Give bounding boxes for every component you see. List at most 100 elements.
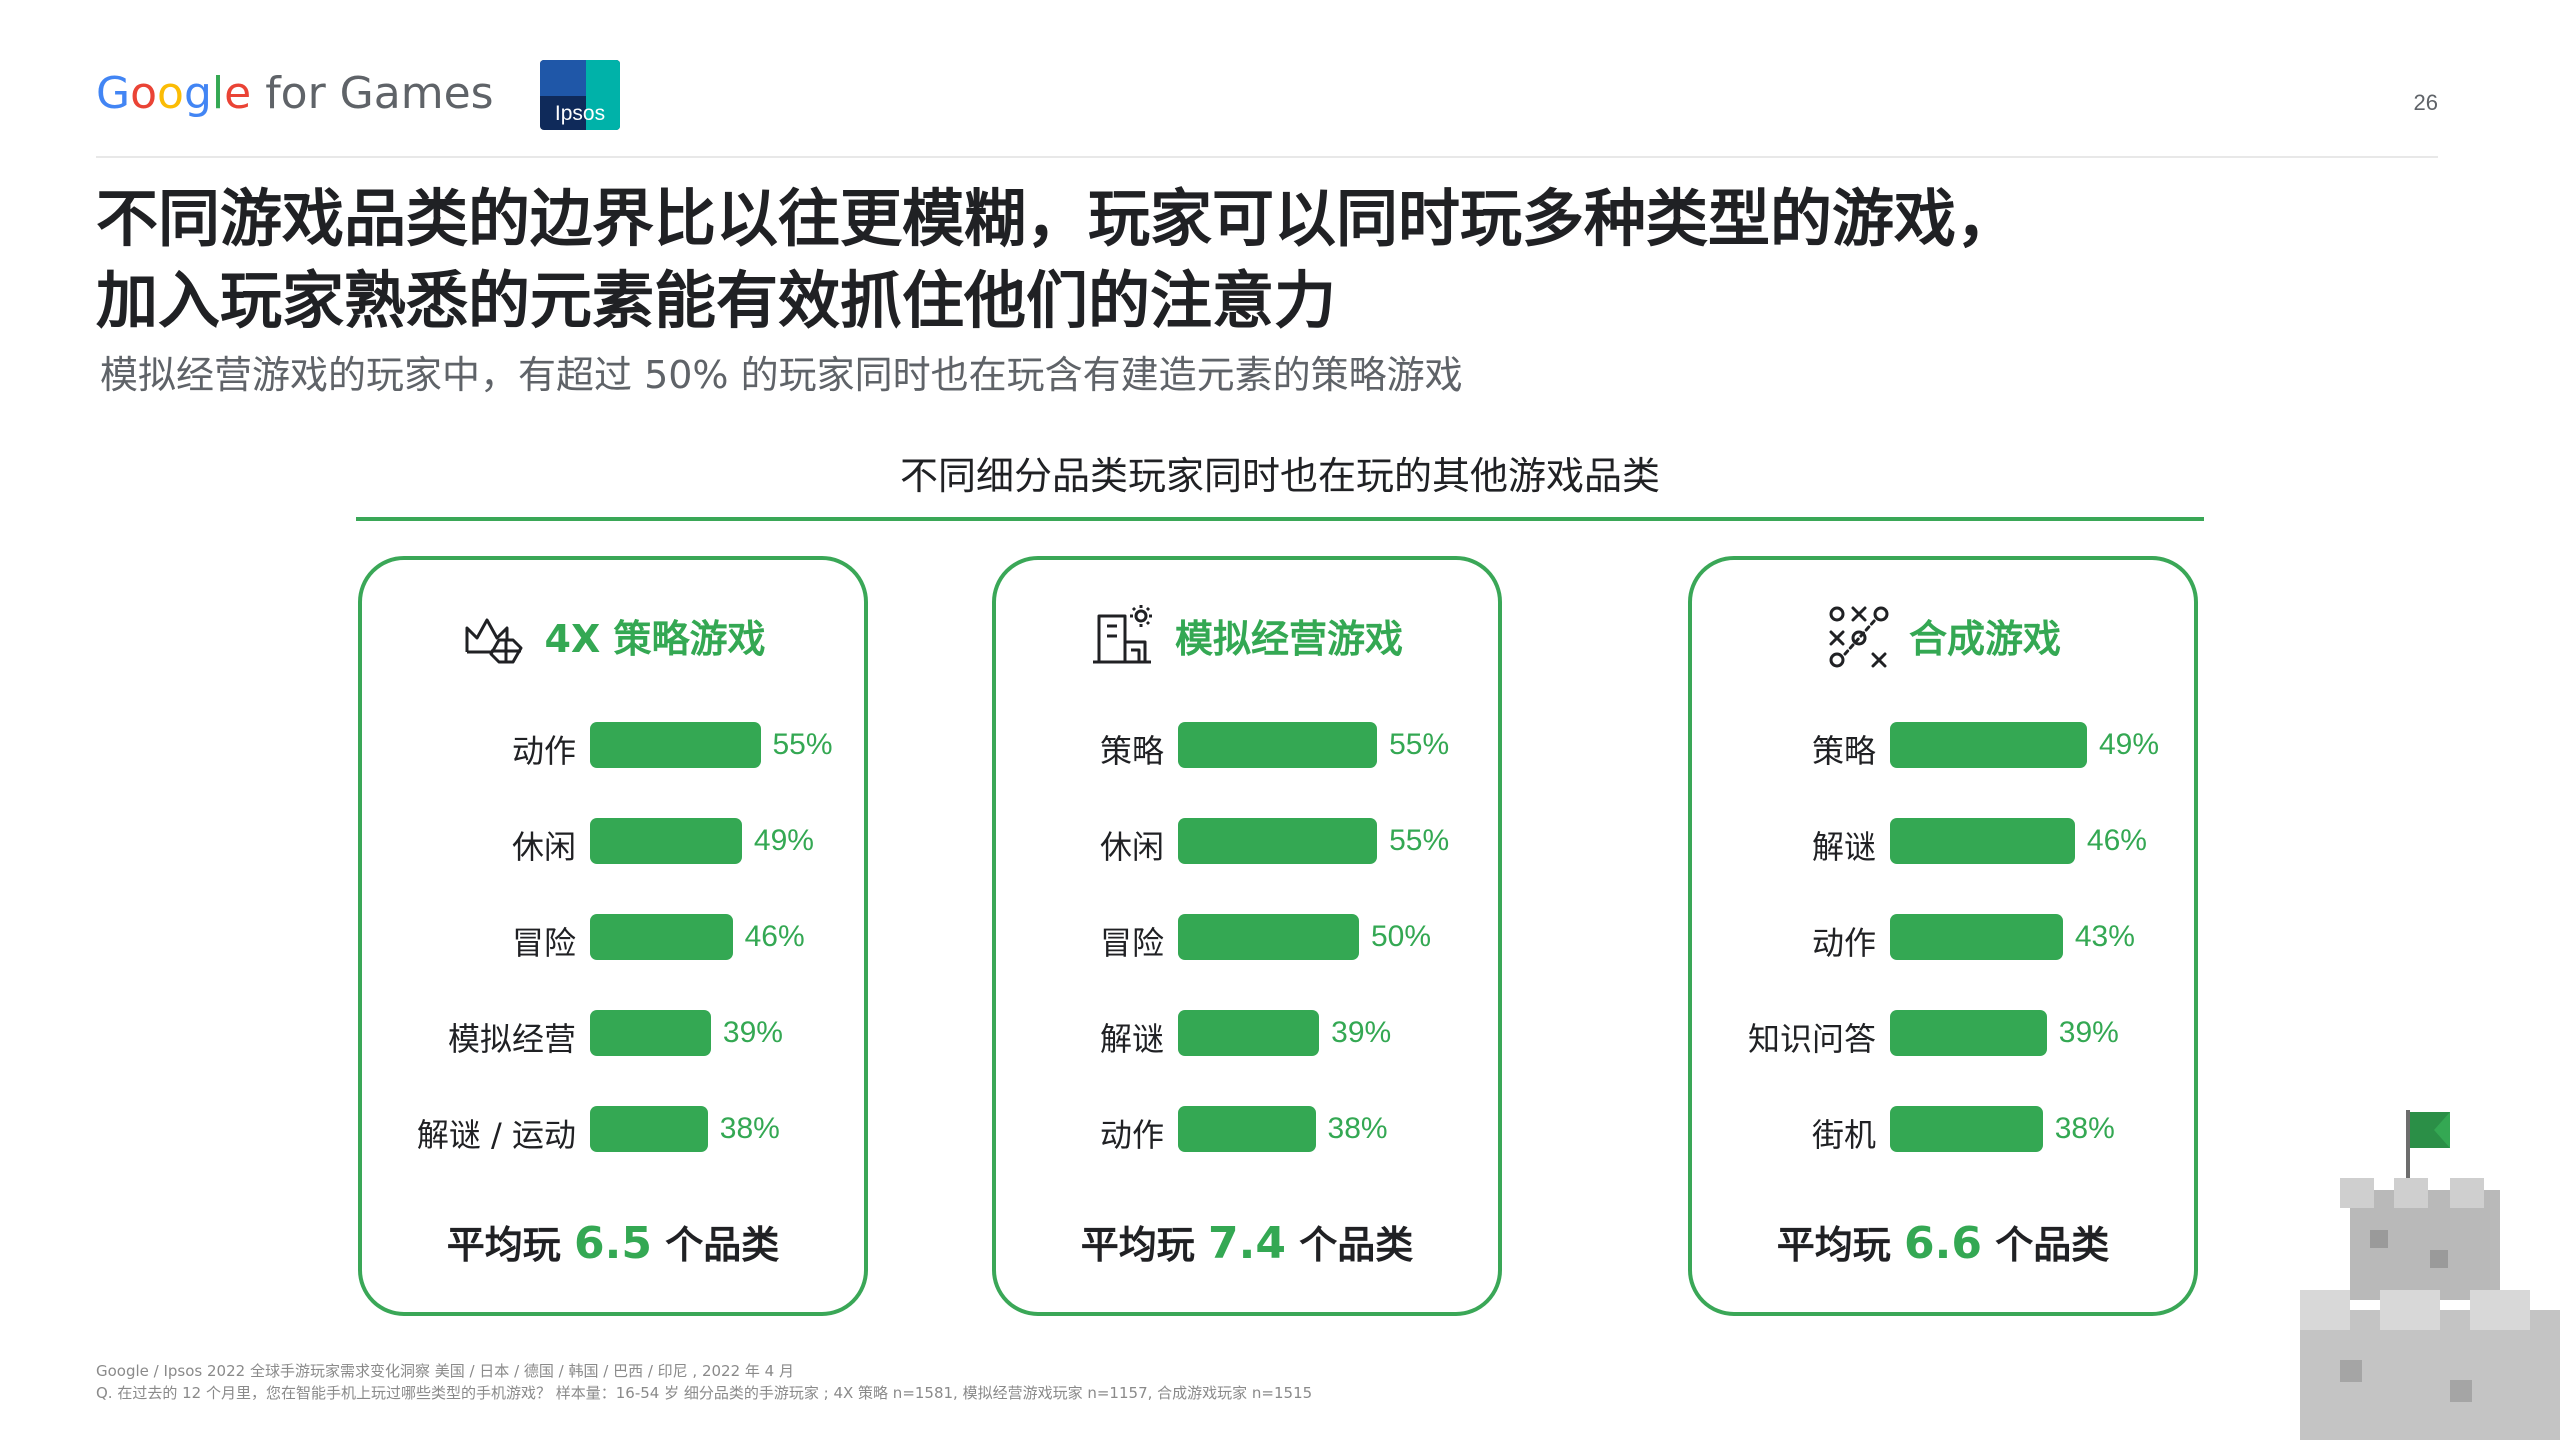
card-title: 模拟经营游戏: [1174, 616, 1403, 661]
bar-row: 街机 38%: [1692, 1104, 2194, 1154]
logo-letter: g: [183, 68, 212, 119]
strategy-4x-icon: [465, 618, 523, 664]
bar-value-label: 46%: [2086, 824, 2147, 857]
bar-category-label: 策略: [1099, 732, 1164, 770]
bar-row: 动作 43%: [1692, 912, 2194, 962]
bar: [1178, 722, 1378, 768]
bar-category-label: 动作: [511, 732, 576, 770]
average-value: 7.4: [1208, 1218, 1286, 1269]
source-footnote: Google / Ipsos 2022 全球手游玩家需求变化洞察 美国 / 日本…: [96, 1360, 1312, 1404]
card-title: 4X 策略游戏: [544, 616, 766, 661]
bar: [1178, 914, 1359, 960]
bar-row: 动作 55%: [362, 720, 864, 770]
bar-value-label: 39%: [2058, 1016, 2119, 1049]
average-suffix: 个品类: [651, 1223, 780, 1267]
bar-category-label: 街机: [1811, 1116, 1876, 1154]
building-sim-icon: [1092, 605, 1152, 664]
bar-value-label: 55%: [1389, 728, 1450, 761]
bar: [1890, 1106, 2043, 1152]
bar-value-label: 49%: [753, 824, 814, 857]
bar-category-label: 模拟经营: [447, 1020, 576, 1058]
bar-category-label: 冒险: [511, 924, 576, 962]
bar-category-label: 知识问答: [1747, 1020, 1876, 1058]
page-title-line: 不同游戏品类的边界比以往更模糊，玩家可以同时玩多种类型的游戏，: [96, 182, 2019, 255]
bar: [590, 818, 742, 864]
logo-letter: G: [96, 68, 131, 119]
bar-value-label: 43%: [2074, 920, 2135, 953]
footnote-line: Q. 在过去的 12 个月里，您在智能手机上玩过哪些类型的手机游戏？ 样本量：1…: [96, 1384, 1313, 1402]
bar-row: 策略 49%: [1692, 720, 2194, 770]
bar-row: 解谜 46%: [1692, 816, 2194, 866]
page-title-line: 加入玩家熟悉的元素能有效抓住他们的注意力: [96, 264, 1337, 337]
bar: [1890, 1010, 2047, 1056]
bar-category-label: 动作: [1099, 1116, 1164, 1154]
bar-category-label: 解谜: [1811, 828, 1876, 866]
bar-value-label: 55%: [1389, 824, 1450, 857]
bar-category-label: 解谜: [1099, 1020, 1164, 1058]
bar-row: 动作 38%: [996, 1104, 1498, 1154]
bar-value-label: 50%: [1371, 920, 1432, 953]
bar-value-label: 39%: [1331, 1016, 1392, 1049]
chart-heading: 不同细分品类玩家同时也在玩的其他游戏品类: [899, 454, 1660, 498]
bar: [590, 914, 733, 960]
bar-value-label: 38%: [2054, 1112, 2115, 1145]
card-title: 合成游戏: [1908, 616, 2061, 661]
average-categories: 平均玩 7.4 个品类: [996, 1214, 1498, 1269]
bar-row: 知识问答 39%: [1692, 1008, 2194, 1058]
bar-value-label: 46%: [744, 920, 805, 953]
footnote-line: Google / Ipsos 2022 全球手游玩家需求变化洞察 美国 / 日本…: [96, 1362, 794, 1380]
logo-letter: o: [130, 68, 158, 119]
average-categories: 平均玩 6.6 个品类: [1692, 1214, 2194, 1269]
bar: [590, 1010, 711, 1056]
bar-row: 模拟经营 39%: [362, 1008, 864, 1058]
average-value: 6.6: [1904, 1218, 1982, 1269]
page-number: 26: [2413, 90, 2438, 115]
bar: [1178, 818, 1378, 864]
bar-row: 解谜 39%: [996, 1008, 1498, 1058]
bar-row: 冒险 46%: [362, 912, 864, 962]
bar-row: 休闲 55%: [996, 816, 1498, 866]
bar-category-label: 休闲: [1099, 828, 1164, 866]
bar-row: 解谜 / 运动 38%: [362, 1104, 864, 1154]
genre-card-4x-strategy: 4X 策略游戏 动作 55% 休闲 49% 冒险 46% 模拟经营 39% 解谜 / 运动 38%…: [358, 556, 868, 1316]
logo-suffix: for Games: [251, 68, 494, 119]
bar-category-label: 解谜 / 运动: [416, 1116, 576, 1154]
bar-row: 休闲 49%: [362, 816, 864, 866]
google-for-games-logo: Google for Games: [96, 64, 494, 124]
bar-category-label: 策略: [1811, 732, 1876, 770]
bar: [590, 722, 761, 768]
ipsos-logo-text: Ipsos: [554, 102, 606, 125]
bar-value-label: 38%: [1327, 1112, 1388, 1145]
average-prefix: 平均玩: [446, 1223, 575, 1267]
merge-game-icon: [1829, 606, 1889, 668]
page-subtitle: 模拟经营游戏的玩家中，有超过 50% 的玩家同时也在玩含有建造元素的策略游戏: [100, 353, 1463, 397]
header-divider: [96, 156, 2438, 158]
bar-row: 冒险 50%: [996, 912, 1498, 962]
bar-category-label: 动作: [1811, 924, 1876, 962]
bar: [1890, 722, 2087, 768]
castle-illustration: [2300, 1110, 2560, 1440]
bar: [1890, 914, 2063, 960]
logo-letter: e: [224, 68, 252, 119]
logo-letter: o: [157, 68, 184, 119]
bar-value-label: 55%: [772, 728, 833, 761]
bar: [1178, 1010, 1320, 1056]
bar-row: 策略 55%: [996, 720, 1498, 770]
average-value: 6.5: [574, 1218, 652, 1269]
bar: [1178, 1106, 1316, 1152]
average-categories: 平均玩 6.5 个品类: [362, 1214, 864, 1269]
chart-heading-divider: [356, 517, 2204, 521]
genre-card-merge: 合成游戏 策略 49% 解谜 46% 动作 43% 知识问答 39% 街机 38% 平均玩 6.6…: [1688, 556, 2198, 1316]
bar: [590, 1106, 708, 1152]
ipsos-logo: Ipsos: [540, 60, 620, 130]
average-prefix: 平均玩: [1776, 1223, 1905, 1267]
bar-value-label: 49%: [2098, 728, 2160, 761]
logo-letter: l: [211, 68, 225, 119]
bar: [1890, 818, 2075, 864]
bar-category-label: 冒险: [1099, 924, 1164, 962]
average-suffix: 个品类: [1981, 1223, 2110, 1267]
average-prefix: 平均玩: [1080, 1223, 1209, 1267]
genre-card-simulation: 模拟经营游戏 策略 55% 休闲 55% 冒险 50% 解谜 39% 动作 38% 平均玩 7.4…: [992, 556, 1502, 1316]
bar-value-label: 39%: [722, 1016, 783, 1049]
average-suffix: 个品类: [1285, 1223, 1414, 1267]
